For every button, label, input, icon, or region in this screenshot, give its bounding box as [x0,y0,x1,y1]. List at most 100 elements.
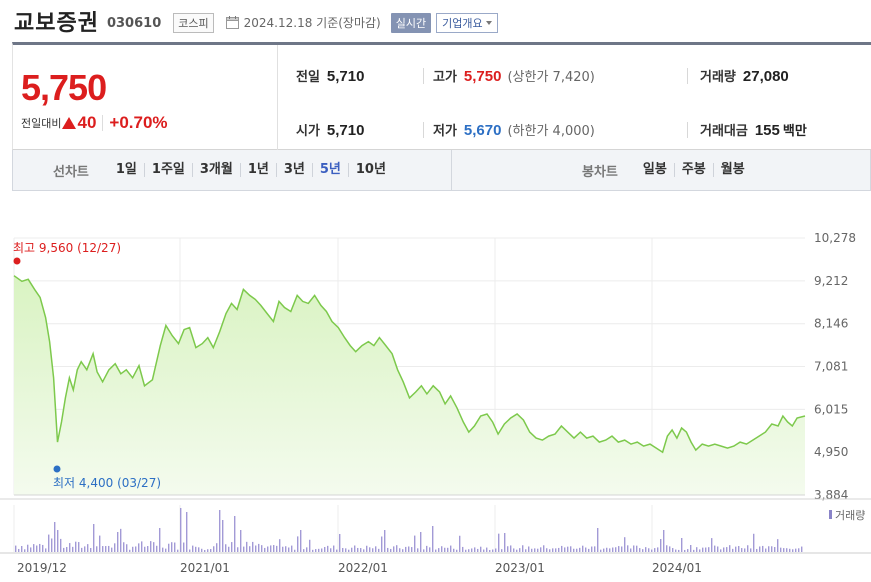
volume-bar [696,547,698,552]
volume-bar [360,548,362,552]
candle-chart-periods: 봉차트 일봉 주봉 월봉 [452,150,871,190]
period-button[interactable]: 1일 [109,163,145,177]
period-selector: 선차트 1일 1주일 3개월 1년 3년 5년 10년 봉차트 일봉 주봉 월봉 [12,150,871,191]
volume-bar [444,547,446,552]
volume-bar [387,547,389,552]
realtime-button[interactable]: 실시간 [390,12,432,33]
volume-bar [168,543,170,552]
volume-bar [276,545,278,552]
volume-bar [207,549,209,552]
stat-high: 고가 5,750 (상한가 7,420) [433,66,595,85]
volume-bar [210,549,212,552]
volume-bar [456,549,458,552]
volume-bar [762,545,764,552]
volume-bar [108,545,110,552]
volume-bar [687,549,689,552]
volume-bar [672,548,674,552]
volume-bar [135,546,137,552]
stat-value: 5,750 [463,68,502,85]
volume-bar [255,545,257,552]
change-label: 전일대비 [21,117,62,130]
volume-bar [723,547,725,552]
volume-bar [462,546,464,552]
volume-bar [192,545,194,552]
change-amount: 40 [77,113,97,132]
stat-label: 저가 [433,124,457,139]
low-annotation: 최저 4,400 (03/27) [53,476,161,490]
volume-bar [63,547,65,552]
stat-amount: 거래대금 155 백만 [700,120,807,139]
volume-bar [441,546,443,552]
volume-bar [183,542,185,552]
volume-bar [72,546,74,552]
volume-bar [549,549,551,552]
volume-bar [153,542,155,552]
volume-bar [528,546,530,552]
high-marker [13,257,21,265]
divider [687,68,688,84]
line-chart-periods: 선차트 1일 1주일 3개월 1년 3년 5년 10년 [13,150,452,190]
x-tick-label: 2019/12 [17,561,67,575]
stat-unit: 백만 [782,124,807,139]
period-button[interactable]: 3개월 [193,163,241,177]
volume-bar [120,528,122,552]
volume-bar [642,549,644,552]
volume-bar [438,548,440,552]
period-button[interactable]: 1주일 [145,163,193,177]
volume-bar [558,547,560,552]
volume-bar [384,530,386,552]
volume-bar [204,549,206,552]
volume-bar [36,545,38,552]
x-tick-label: 2024/01 [652,561,702,575]
period-button[interactable]: 5년 [313,163,349,177]
volume-bar [84,546,86,552]
volume-bar [780,547,782,552]
calendar-icon [225,16,239,29]
volume-bar [795,548,797,552]
company-info-button[interactable]: 기업개요 [436,12,498,33]
price-change-row: 전일대비 40 +0.70% [21,113,168,133]
volume-bar [738,546,740,552]
volume-bar [483,549,485,552]
volume-bar [567,546,569,552]
period-button[interactable]: 1년 [241,163,277,177]
volume-bar [45,548,47,552]
volume-bar [639,548,641,552]
candle-period-button[interactable]: 주봉 [675,163,714,177]
volume-bar [744,548,746,552]
stat-value: 27,080 [742,68,789,85]
volume-bar [261,545,263,552]
period-button[interactable]: 3년 [277,163,313,177]
stock-header: 교보증권 030610 코스피 2024.12.18 기준(장마감) 실시간 기… [14,6,871,36]
candle-chart-label: 봉차트 [582,164,618,180]
y-tick-label: 9,212 [814,274,848,288]
volume-bar [585,547,587,552]
volume-bar [375,546,377,552]
volume-bar [177,549,179,552]
stat-value: 5,670 [463,122,502,139]
volume-bar [336,549,338,552]
volume-bar [33,544,35,552]
volume-bar [141,541,143,552]
volume-bar [288,547,290,552]
volume-bar [546,548,548,552]
volume-bar [561,545,563,552]
volume-bar [663,530,665,552]
volume-bar [132,546,134,552]
period-button[interactable]: 10년 [355,162,386,177]
volume-bar [495,548,497,552]
candle-period-button[interactable]: 월봉 [720,162,745,177]
candle-period-button[interactable]: 일봉 [636,163,675,177]
volume-bar [186,512,188,552]
volume-bar [126,544,128,552]
volume-bar [699,549,701,552]
volume-bar [327,545,329,552]
volume-bar [618,546,620,552]
volume-legend-label: 거래량 [835,509,865,522]
volume-bar [300,530,302,552]
volume-bar [474,547,476,552]
volume-bar [237,547,239,552]
stock-name[interactable]: 교보증권 [14,10,99,36]
volume-bar [345,548,347,552]
current-price: 5,750 [21,67,107,108]
